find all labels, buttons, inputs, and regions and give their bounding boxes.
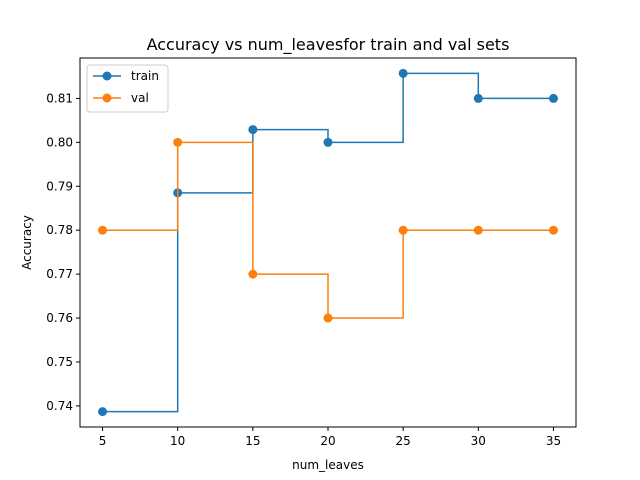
y-tick-label: 0.75 — [46, 355, 73, 369]
y-tick-label: 0.74 — [46, 399, 73, 413]
y-tick-label: 0.80 — [46, 135, 73, 149]
data-point-train-15 — [248, 125, 258, 135]
data-point-val-25 — [398, 225, 408, 235]
legend-marker-val — [102, 93, 112, 103]
data-point-train-35 — [548, 93, 558, 103]
data-point-val-20 — [323, 313, 333, 323]
y-tick-label: 0.78 — [46, 223, 73, 237]
y-axis-label: Accuracy — [20, 215, 34, 270]
data-point-val-15 — [248, 269, 258, 279]
x-tick-label: 10 — [170, 434, 185, 448]
legend-label-train: train — [131, 69, 159, 83]
y-tick-label: 0.77 — [46, 267, 73, 281]
data-point-val-10 — [173, 137, 183, 147]
data-point-val-35 — [548, 225, 558, 235]
data-point-train-20 — [323, 137, 333, 147]
chart-title: Accuracy vs num_leavesfor train and val … — [147, 35, 510, 55]
data-point-train-5 — [98, 407, 108, 417]
x-tick-label: 30 — [471, 434, 486, 448]
x-axis-label: num_leaves — [292, 458, 364, 472]
legend: train val — [86, 64, 169, 113]
x-tick-label: 20 — [320, 434, 335, 448]
y-tick-label: 0.76 — [46, 311, 73, 325]
x-tick-label: 5 — [99, 434, 107, 448]
plot-area — [98, 68, 558, 417]
series-line-val — [102, 141, 554, 319]
legend-label-val: val — [131, 91, 149, 105]
data-point-train-25 — [398, 68, 408, 78]
x-tick-label: 35 — [546, 434, 561, 448]
data-point-val-30 — [473, 225, 483, 235]
data-point-val-5 — [98, 225, 108, 235]
data-point-train-30 — [473, 93, 483, 103]
axis-ticks: 5 10 15 20 25 30 35 0.74 0.75 0.76 0.77 0.78 0.79 0.8… — [46, 91, 561, 448]
legend-marker-train — [102, 71, 112, 81]
x-tick-label: 25 — [396, 434, 411, 448]
x-tick-label: 15 — [245, 434, 260, 448]
y-tick-label: 0.81 — [46, 91, 73, 105]
y-tick-label: 0.79 — [46, 179, 73, 193]
